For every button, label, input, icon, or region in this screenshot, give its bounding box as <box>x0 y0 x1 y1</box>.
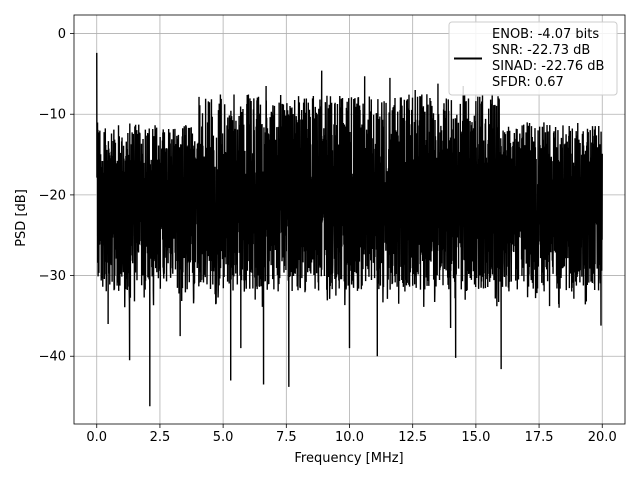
legend-entry-snr: SNR: -22.73 dB <box>492 43 590 58</box>
x-tick-label: 20.0 <box>588 430 617 445</box>
x-tick-label: 10.0 <box>335 430 364 445</box>
legend-entry-sfdr: SFDR: 0.67 <box>492 75 564 90</box>
legend-entry-enob: ENOB: -4.07 bits <box>492 27 599 42</box>
plot-area <box>96 52 603 407</box>
x-axis-label: Frequency [MHz] <box>294 451 403 466</box>
y-axis-ticks: 0 −10 −20 −30 −40 <box>39 27 74 365</box>
x-tick-label: 15.0 <box>461 430 490 445</box>
legend-entry-sinad: SINAD: -22.76 dB <box>492 59 604 74</box>
y-tick-label: −20 <box>39 188 66 203</box>
y-tick-label: −30 <box>39 269 66 284</box>
y-tick-label: −40 <box>39 350 66 365</box>
x-tick-label: 7.5 <box>276 430 297 445</box>
x-tick-label: 17.5 <box>525 430 554 445</box>
legend: ENOB: -4.07 bits SNR: -22.73 dB SINAD: -… <box>448 21 618 96</box>
x-axis-ticks: 0.0 2.5 5.0 7.5 10.0 12.5 15.0 17.5 20.0 <box>86 424 617 445</box>
psd-series-line <box>96 52 603 407</box>
y-axis-label: PSD [dB] <box>14 189 29 247</box>
legend-box <box>448 21 618 96</box>
y-tick-label: 0 <box>58 27 66 42</box>
x-tick-label: 12.5 <box>398 430 427 445</box>
x-tick-label: 5.0 <box>213 430 234 445</box>
y-tick-label: −10 <box>39 108 66 123</box>
x-tick-label: 0.0 <box>86 430 107 445</box>
x-tick-label: 2.5 <box>150 430 171 445</box>
